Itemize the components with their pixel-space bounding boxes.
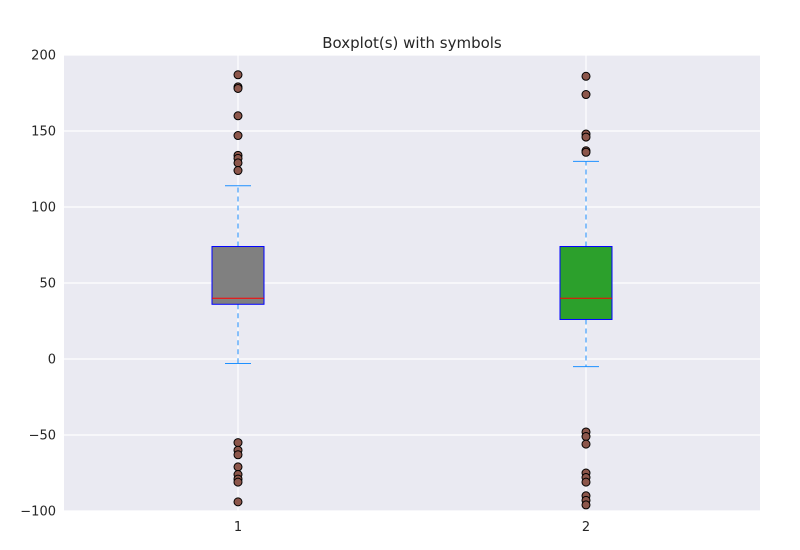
- flier-point: [233, 477, 243, 487]
- flier-point: [233, 438, 243, 448]
- flier-point: [581, 439, 591, 449]
- flier-point: [233, 462, 243, 472]
- box-iqr: [559, 246, 613, 320]
- y-tick-label: −50: [29, 429, 56, 444]
- y-tick-label: −100: [20, 505, 56, 520]
- chart-title: Boxplot(s) with symbols: [322, 34, 502, 52]
- box-iqr: [211, 246, 265, 305]
- flier-point: [581, 500, 591, 510]
- flier-point: [233, 166, 243, 176]
- box-group-2: [559, 71, 613, 510]
- x-tick-label: 2: [582, 520, 590, 535]
- flier-point: [233, 158, 243, 168]
- flier-point: [581, 71, 591, 81]
- flier-point: [233, 450, 243, 460]
- y-tick-label: 200: [31, 49, 56, 64]
- flier-point: [233, 70, 243, 80]
- flier-point: [233, 111, 243, 121]
- flier-point: [233, 83, 243, 93]
- y-tick-label: 150: [31, 125, 56, 140]
- y-tick-label: 50: [39, 277, 56, 292]
- flier-point: [581, 477, 591, 487]
- flier-point: [581, 90, 591, 100]
- flier-point: [233, 497, 243, 507]
- flier-point: [581, 147, 591, 157]
- boxes: [211, 70, 613, 510]
- x-tick-label: 1: [234, 520, 242, 535]
- y-axis: 200 150 100 50 0 −50 −100: [20, 49, 56, 520]
- flier-point: [581, 132, 591, 142]
- box-group-1: [211, 70, 265, 507]
- y-tick-label: 0: [48, 353, 56, 368]
- flier-point: [581, 432, 591, 442]
- y-tick-label: 100: [31, 201, 56, 216]
- flier-point: [233, 131, 243, 141]
